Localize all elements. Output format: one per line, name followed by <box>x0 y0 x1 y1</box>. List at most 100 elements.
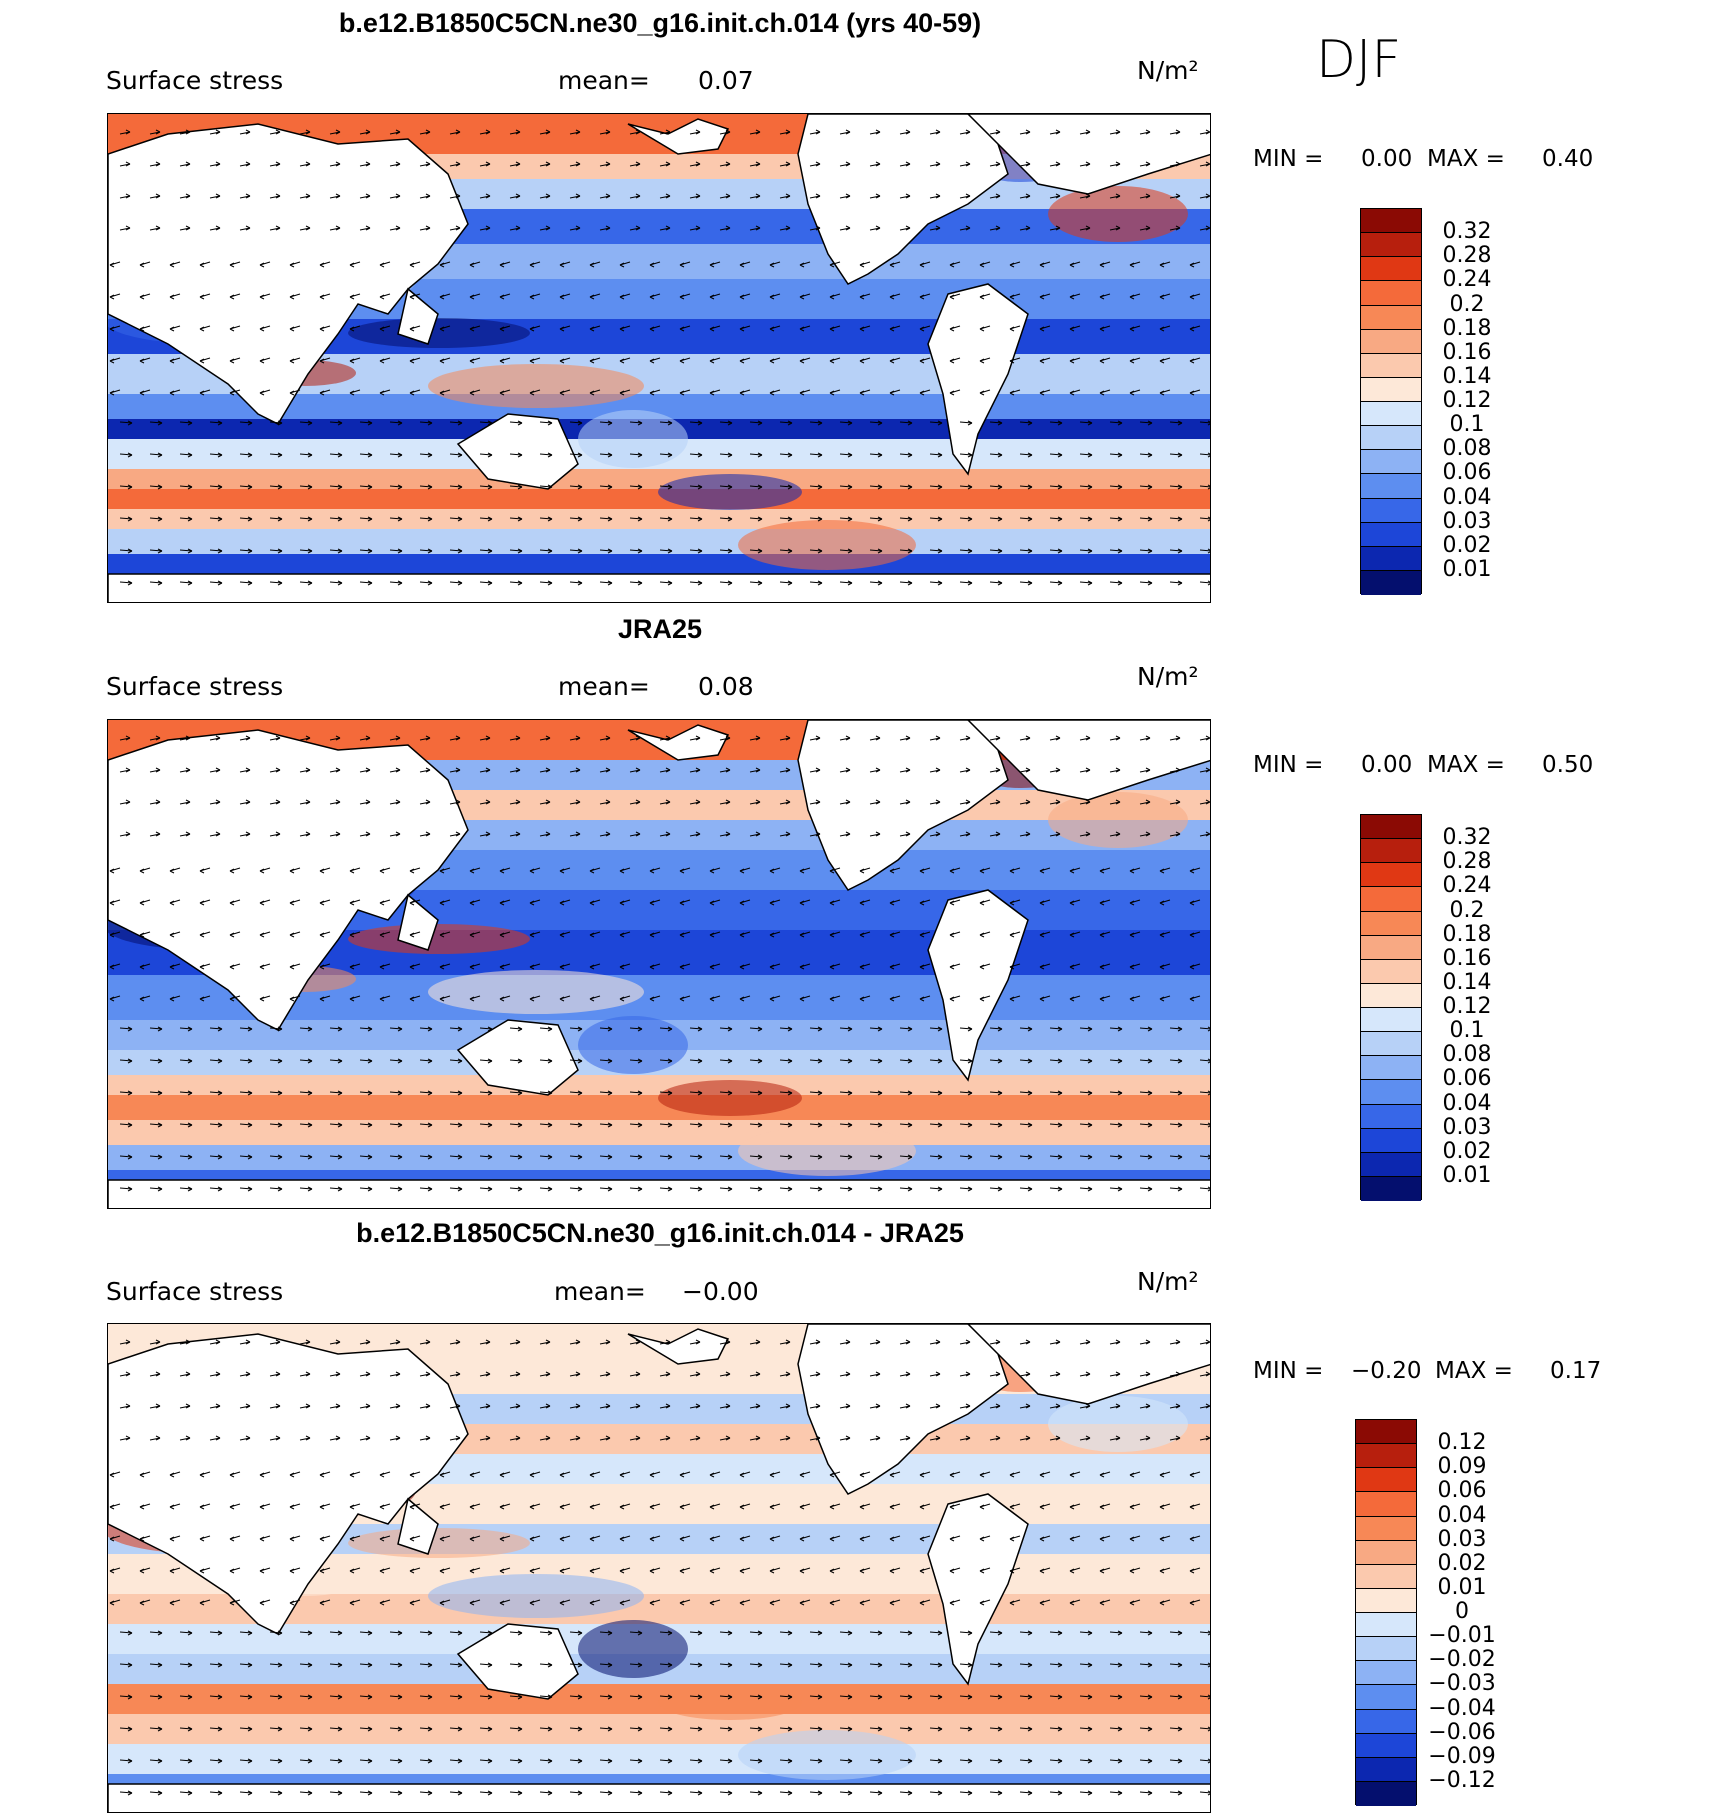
colorbar-cell <box>1361 546 1421 571</box>
colorbar-tick-label: 0.01 <box>1442 1162 1492 1188</box>
colorbar-tick-label: 0.06 <box>1437 1478 1487 1504</box>
colorbar-tick-label: −0.02 <box>1428 1647 1496 1673</box>
colorbar-tick-label: 0.02 <box>1442 532 1492 558</box>
colorbar-cell <box>1361 959 1421 984</box>
colorbar-tick-label: −0.12 <box>1428 1767 1496 1793</box>
colorbar-cell <box>1361 257 1421 282</box>
colorbar-cell <box>1356 1564 1416 1589</box>
colorbar-tick-label: 0.2 <box>1449 897 1485 923</box>
panel-2-map <box>107 719 1211 1209</box>
colorbar-cell <box>1361 281 1421 306</box>
colorbar-cell <box>1356 1757 1416 1782</box>
colorbar-tick-label: 0.24 <box>1442 267 1492 293</box>
panel-3-min-value: −0.20 <box>1351 1358 1422 1384</box>
colorbar-cell <box>1361 402 1421 427</box>
panel-2-mean-value: 0.08 <box>698 672 754 701</box>
colorbar-cell <box>1361 935 1421 960</box>
colorbar-cell <box>1361 839 1421 864</box>
panel-1-title: b.e12.B1850C5CN.ne30_g16.init.ch.014 (yr… <box>338 8 982 38</box>
colorbar-cell <box>1356 1637 1416 1662</box>
panel-1-min-value: 0.00 <box>1361 146 1413 172</box>
colorbar-tick-label: −0.04 <box>1428 1695 1496 1721</box>
colorbar-tick-label: 0.06 <box>1442 460 1492 486</box>
panel-3-mean-value: −0.00 <box>682 1277 759 1306</box>
colorbar-cell <box>1361 329 1421 354</box>
panel-1-max-label: MAX = <box>1427 146 1505 172</box>
colorbar-tick-label: 0.24 <box>1442 873 1492 899</box>
colorbar-tick-label: 0.18 <box>1442 315 1492 341</box>
panel-2-min-value: 0.00 <box>1361 752 1413 778</box>
panel-3-max-value: 0.17 <box>1550 1358 1602 1384</box>
colorbar-cell <box>1356 1709 1416 1734</box>
colorbar-tick-label: 0 <box>1455 1599 1469 1624</box>
colorbar-cell <box>1356 1516 1416 1541</box>
colorbar-cell <box>1361 1128 1421 1153</box>
panel-2-max-label: MAX = <box>1427 752 1505 778</box>
colorbar-tick-label: 0.08 <box>1442 1042 1492 1068</box>
colorbar-tick-label: 0.04 <box>1442 484 1492 510</box>
colorbar-cell <box>1361 377 1421 402</box>
colorbar-tick-label: 0.12 <box>1442 388 1492 413</box>
colorbar-cell <box>1361 1008 1421 1033</box>
colorbar-tick-label: 0.1 <box>1449 412 1485 438</box>
colorbar-cell <box>1356 1781 1416 1806</box>
colorbar-cell <box>1361 233 1421 258</box>
colorbar-cell <box>1356 1468 1416 1493</box>
colorbar-cell <box>1361 1080 1421 1105</box>
colorbar-tick-label: 0.28 <box>1442 849 1492 875</box>
colorbar-tick-label: 0.2 <box>1449 291 1485 317</box>
panel-1-units: N/m² <box>1137 56 1199 85</box>
panel-1-map <box>107 113 1211 603</box>
colorbar-tick-label: 0.16 <box>1442 339 1492 365</box>
colorbar-tick-label: 0.1 <box>1449 1018 1485 1044</box>
season-label: DJF <box>1316 30 1402 90</box>
panel-1-mean-value: 0.07 <box>698 66 754 95</box>
colorbar-cell <box>1361 1056 1421 1081</box>
colorbar-cell <box>1356 1420 1416 1445</box>
colorbar-cell <box>1356 1492 1416 1517</box>
colorbar-cell <box>1356 1588 1416 1613</box>
colorbar-cell <box>1361 353 1421 378</box>
panel-3-map <box>107 1323 1211 1813</box>
colorbar-cell <box>1361 1176 1421 1201</box>
panel-2-colorbar <box>1360 814 1422 1201</box>
colorbar-cell <box>1361 498 1421 523</box>
colorbar-cell <box>1356 1685 1416 1710</box>
colorbar-tick-label: 0.02 <box>1437 1550 1487 1576</box>
colorbar-cell <box>1361 887 1421 912</box>
colorbar-tick-label: 0.01 <box>1437 1574 1487 1600</box>
panel-2-variable: Surface stress <box>106 672 284 701</box>
colorbar-tick-label: 0.12 <box>1437 1430 1487 1456</box>
panel-3-units: N/m² <box>1137 1267 1199 1296</box>
colorbar-cell <box>1361 911 1421 936</box>
colorbar-cell <box>1361 426 1421 451</box>
colorbar-tick-label: 0.09 <box>1437 1454 1487 1480</box>
colorbar-cell <box>1361 209 1421 234</box>
colorbar-cell <box>1361 863 1421 888</box>
colorbar-cell <box>1361 983 1421 1008</box>
colorbar-cell <box>1361 815 1421 840</box>
colorbar-cell <box>1361 522 1421 547</box>
panel-3-mean-label: mean= <box>554 1277 646 1306</box>
colorbar-cell <box>1361 1152 1421 1177</box>
panel-1-min-label: MIN = <box>1253 146 1324 172</box>
colorbar-cell <box>1361 474 1421 499</box>
panel-3-title: b.e12.B1850C5CN.ne30_g16.init.ch.014 - J… <box>356 1218 964 1248</box>
colorbar-cell <box>1356 1540 1416 1565</box>
colorbar-tick-label: 0.08 <box>1442 436 1492 462</box>
panel-1-max-value: 0.40 <box>1542 146 1594 172</box>
colorbar-tick-label: 0.03 <box>1442 508 1492 534</box>
colorbar-tick-label: 0.14 <box>1442 363 1492 389</box>
colorbar-tick-label: −0.09 <box>1428 1743 1496 1769</box>
colorbar-tick-label: −0.06 <box>1428 1719 1496 1745</box>
panel-2-mean-label: mean= <box>558 672 650 701</box>
panel-2-units: N/m² <box>1137 662 1199 691</box>
panel-1-colorbar <box>1360 208 1422 595</box>
panel-3-colorbar <box>1355 1419 1417 1806</box>
colorbar-cell <box>1356 1661 1416 1686</box>
colorbar-cell <box>1361 1032 1421 1057</box>
colorbar-tick-label: 0.01 <box>1442 556 1492 582</box>
colorbar-cell <box>1361 450 1421 475</box>
panel-2-title: JRA25 <box>617 614 703 644</box>
colorbar-tick-label: 0.04 <box>1442 1090 1492 1116</box>
